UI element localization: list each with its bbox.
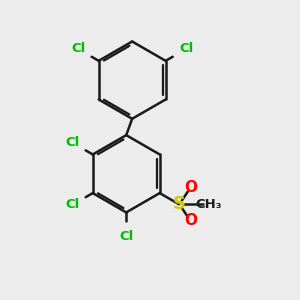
- Text: Cl: Cl: [179, 42, 193, 56]
- Text: Cl: Cl: [71, 42, 85, 56]
- Text: S: S: [172, 195, 185, 213]
- Text: Cl: Cl: [65, 199, 79, 212]
- Text: CH₃: CH₃: [196, 198, 222, 211]
- Text: O: O: [184, 213, 197, 228]
- Text: O: O: [184, 180, 197, 195]
- Text: Cl: Cl: [119, 230, 133, 243]
- Text: Cl: Cl: [65, 136, 79, 149]
